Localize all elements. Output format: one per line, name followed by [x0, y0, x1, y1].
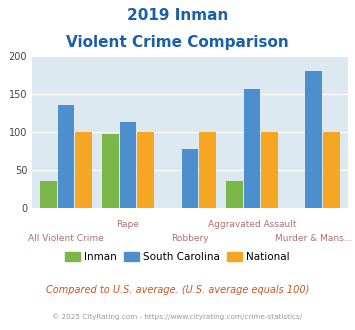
Text: Violent Crime Comparison: Violent Crime Comparison: [66, 35, 289, 50]
Bar: [261, 132, 278, 208]
Text: © 2025 CityRating.com - https://www.cityrating.com/crime-statistics/: © 2025 CityRating.com - https://www.city…: [53, 314, 302, 320]
Bar: [102, 134, 119, 208]
Legend: Inman, South Carolina, National: Inman, South Carolina, National: [61, 248, 294, 266]
Bar: [181, 149, 198, 208]
Text: Compared to U.S. average. (U.S. average equals 100): Compared to U.S. average. (U.S. average …: [46, 285, 309, 295]
Text: 2019 Inman: 2019 Inman: [127, 8, 228, 23]
Bar: [305, 71, 322, 208]
Bar: [40, 182, 57, 208]
Bar: [75, 132, 92, 208]
Bar: [120, 122, 136, 208]
Bar: [137, 132, 154, 208]
Bar: [323, 132, 339, 208]
Bar: [199, 132, 215, 208]
Text: Murder & Mans...: Murder & Mans...: [275, 234, 353, 243]
Text: Robbery: Robbery: [171, 234, 209, 243]
Text: All Violent Crime: All Violent Crime: [28, 234, 104, 243]
Text: Aggravated Assault: Aggravated Assault: [208, 220, 296, 229]
Text: Rape: Rape: [116, 220, 140, 229]
Bar: [244, 89, 260, 208]
Bar: [226, 182, 243, 208]
Bar: [58, 105, 75, 208]
